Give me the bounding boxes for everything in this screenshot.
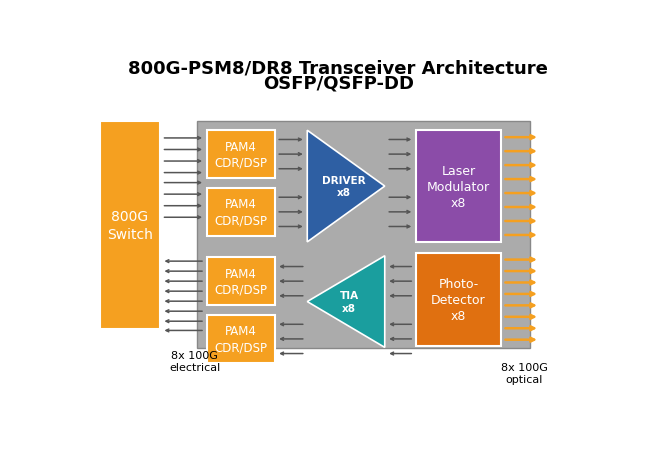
Text: 8x 100G
optical: 8x 100G optical xyxy=(501,362,548,384)
Text: PAM4
CDR/DSP: PAM4 CDR/DSP xyxy=(214,267,267,296)
Bar xyxy=(100,122,160,329)
Text: Photo-
Detector
x8: Photo- Detector x8 xyxy=(431,277,486,322)
Bar xyxy=(416,131,501,242)
Text: PAM4
CDR/DSP: PAM4 CDR/DSP xyxy=(214,140,267,169)
Text: 8x 100G
electrical: 8x 100G electrical xyxy=(169,350,220,373)
Bar xyxy=(207,258,275,305)
Polygon shape xyxy=(308,256,385,348)
Text: 800G
Switch: 800G Switch xyxy=(107,210,152,241)
Text: PAM4
CDR/DSP: PAM4 CDR/DSP xyxy=(214,198,267,227)
Text: TIA
x8: TIA x8 xyxy=(339,291,358,313)
Text: OSFP/QSFP-DD: OSFP/QSFP-DD xyxy=(263,74,414,92)
Polygon shape xyxy=(308,131,385,242)
Text: DRIVER
x8: DRIVER x8 xyxy=(322,175,366,198)
Text: Laser
Modulator
x8: Laser Modulator x8 xyxy=(427,164,490,209)
Bar xyxy=(207,131,275,179)
Text: PAM4
CDR/DSP: PAM4 CDR/DSP xyxy=(214,325,267,354)
Bar xyxy=(416,254,501,346)
Bar xyxy=(207,189,275,236)
Bar xyxy=(197,122,531,348)
Text: 800G-PSM8/DR8 Transceiver Architecture: 800G-PSM8/DR8 Transceiver Architecture xyxy=(128,59,548,77)
Bar xyxy=(207,315,275,363)
